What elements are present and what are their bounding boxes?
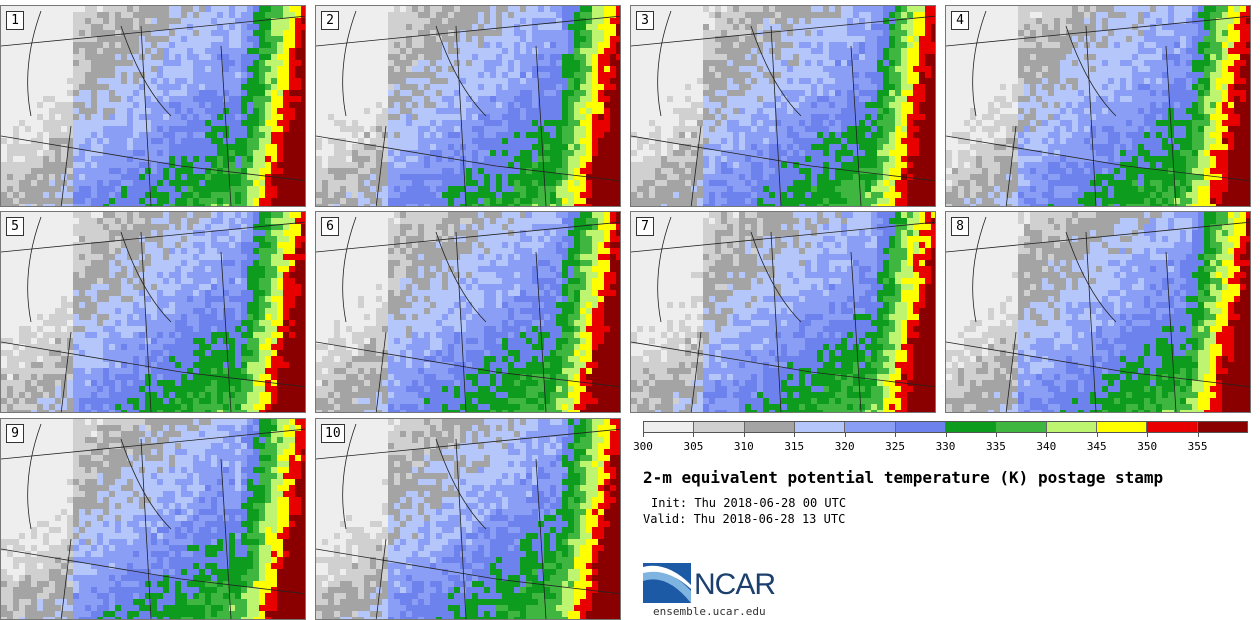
colorbar-tick-mark xyxy=(643,433,644,437)
product-title: 2-m equivalent potential temperature (K)… xyxy=(643,468,1163,487)
colorbar-tick-label: 310 xyxy=(734,440,754,453)
colorbar-swatch xyxy=(1198,422,1247,432)
colorbar-tick-mark xyxy=(744,433,745,437)
logo-wordmark: NCAR xyxy=(694,568,775,602)
colorbar-tick-label: 345 xyxy=(1087,440,1107,453)
theta-e-field xyxy=(1,212,306,413)
colorbar-tick-mark xyxy=(845,433,846,437)
colorbar-tick-label: 305 xyxy=(683,440,703,453)
colorbar-swatch xyxy=(1097,422,1147,432)
colorbar-tick-label: 355 xyxy=(1188,440,1208,453)
colorbar-swatch xyxy=(996,422,1046,432)
member-label: 4 xyxy=(951,11,969,30)
member-panel[interactable]: 8 xyxy=(945,211,1251,413)
member-panel[interactable]: 5 xyxy=(0,211,306,413)
member-label: 5 xyxy=(6,217,24,236)
logo-url: ensemble.ucar.edu xyxy=(653,605,766,618)
member-panel[interactable]: 4 xyxy=(945,5,1251,207)
colorbar-tick-label: 320 xyxy=(835,440,855,453)
colorbar-tick-label: 300 xyxy=(633,440,653,453)
member-panel[interactable]: 3 xyxy=(630,5,936,207)
colorbar-tick-mark xyxy=(1046,433,1047,437)
colorbar-swatch xyxy=(745,422,795,432)
colorbar-swatch xyxy=(1147,422,1197,432)
colorbar-tick-label: 340 xyxy=(1036,440,1056,453)
colorbar xyxy=(643,421,1248,433)
colorbar-tick-mark xyxy=(946,433,947,437)
member-label: 10 xyxy=(321,424,345,443)
colorbar-swatch xyxy=(896,422,946,432)
colorbar-tick-mark xyxy=(1097,433,1098,437)
member-label: 3 xyxy=(636,11,654,30)
valid-time: Valid: Thu 2018-06-28 13 UTC xyxy=(643,512,845,526)
member-label: 8 xyxy=(951,217,969,236)
colorbar-swatch xyxy=(946,422,996,432)
colorbar-swatch xyxy=(845,422,895,432)
colorbar-tick-label: 335 xyxy=(986,440,1006,453)
member-panel[interactable]: 2 xyxy=(315,5,621,207)
member-label: 2 xyxy=(321,11,339,30)
member-label: 6 xyxy=(321,217,339,236)
colorbar-swatch xyxy=(795,422,845,432)
colorbar-swatch xyxy=(1047,422,1097,432)
member-panel[interactable]: 9 xyxy=(0,418,306,620)
colorbar-tick-label: 315 xyxy=(784,440,804,453)
member-panel[interactable]: 7 xyxy=(630,211,936,413)
colorbar-tick-label: 350 xyxy=(1137,440,1157,453)
colorbar-tick-mark xyxy=(794,433,795,437)
theta-e-field xyxy=(631,6,936,207)
colorbar-swatch xyxy=(644,422,694,432)
theta-e-field xyxy=(1,6,306,207)
colorbar-tick-mark xyxy=(895,433,896,437)
colorbar-swatch xyxy=(694,422,744,432)
theta-e-field xyxy=(631,212,936,413)
member-panel[interactable]: 6 xyxy=(315,211,621,413)
member-label: 1 xyxy=(6,11,24,30)
theta-e-field xyxy=(316,212,621,413)
theta-e-field xyxy=(316,6,621,207)
theta-e-field xyxy=(946,212,1251,413)
theta-e-field xyxy=(316,419,621,620)
colorbar-tick-mark xyxy=(1147,433,1148,437)
colorbar-tick-label: 330 xyxy=(936,440,956,453)
colorbar-tick-mark xyxy=(1198,433,1199,437)
colorbar-tick-mark xyxy=(693,433,694,437)
member-label: 9 xyxy=(6,424,24,443)
theta-e-field xyxy=(946,6,1251,207)
init-time: Init: Thu 2018-06-28 00 UTC xyxy=(651,496,846,510)
theta-e-field xyxy=(1,419,306,620)
member-panel[interactable]: 1 xyxy=(0,5,306,207)
member-panel[interactable]: 10 xyxy=(315,418,621,620)
member-label: 7 xyxy=(636,217,654,236)
colorbar-tick-mark xyxy=(996,433,997,437)
colorbar-tick-label: 325 xyxy=(885,440,905,453)
